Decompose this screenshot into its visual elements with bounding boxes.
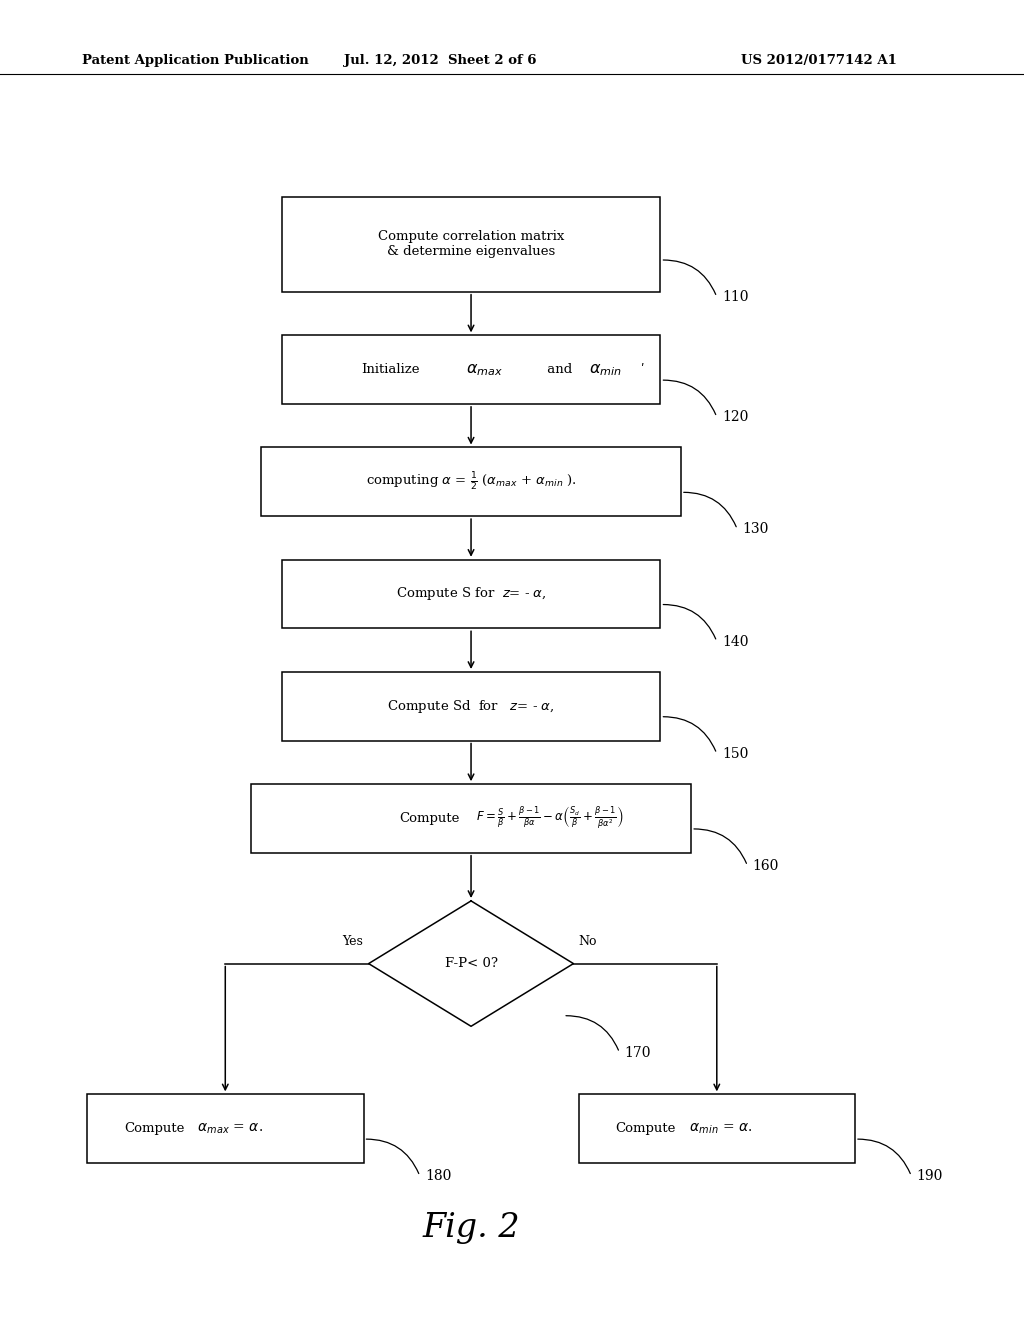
Text: 170: 170 bbox=[625, 1045, 651, 1060]
Text: $\alpha_{max}$ = $\alpha$.: $\alpha_{max}$ = $\alpha$. bbox=[189, 1122, 263, 1135]
Text: ʹ: ʹ bbox=[640, 363, 643, 376]
Text: Compute: Compute bbox=[124, 1122, 184, 1135]
Text: US 2012/0177142 A1: US 2012/0177142 A1 bbox=[741, 54, 897, 67]
Text: No: No bbox=[579, 935, 597, 948]
Text: Fig. 2: Fig. 2 bbox=[422, 1212, 520, 1243]
Text: 140: 140 bbox=[722, 635, 749, 648]
Text: 180: 180 bbox=[425, 1170, 452, 1183]
Text: $\alpha_{max}$: $\alpha_{max}$ bbox=[466, 362, 503, 378]
Text: $F = \frac{S}{\beta} + \frac{\beta-1}{\beta\alpha} - \alpha\left(\frac{S_d}{\bet: $F = \frac{S}{\beta} + \frac{\beta-1}{\b… bbox=[476, 805, 624, 832]
Text: Compute Sd  for   $\mathit{z}$= - $\alpha$,: Compute Sd for $\mathit{z}$= - $\alpha$, bbox=[387, 698, 555, 714]
Text: 120: 120 bbox=[722, 411, 749, 424]
Text: Compute correlation matrix
& determine eigenvalues: Compute correlation matrix & determine e… bbox=[378, 230, 564, 259]
Bar bbox=[282, 335, 660, 404]
Bar bbox=[282, 560, 660, 628]
Text: Yes: Yes bbox=[343, 935, 364, 948]
Text: F-P< 0?: F-P< 0? bbox=[444, 957, 498, 970]
Text: Compute S for  $\mathit{z}$= - $\alpha$,: Compute S for $\mathit{z}$= - $\alpha$, bbox=[395, 586, 547, 602]
Text: computing $\alpha$ = $\frac{1}{2}$ ($\alpha_{max}$ + $\alpha_{min}$ ).: computing $\alpha$ = $\frac{1}{2}$ ($\al… bbox=[366, 471, 577, 492]
Bar bbox=[87, 1094, 364, 1163]
Text: $\alpha_{min}$ = $\alpha$.: $\alpha_{min}$ = $\alpha$. bbox=[681, 1122, 753, 1135]
Text: Jul. 12, 2012  Sheet 2 of 6: Jul. 12, 2012 Sheet 2 of 6 bbox=[344, 54, 537, 67]
Text: 190: 190 bbox=[916, 1170, 943, 1183]
Text: 150: 150 bbox=[722, 747, 749, 760]
Bar bbox=[261, 447, 681, 516]
Text: Patent Application Publication: Patent Application Publication bbox=[82, 54, 308, 67]
Bar bbox=[282, 672, 660, 741]
Bar bbox=[251, 784, 691, 853]
Bar bbox=[282, 197, 660, 292]
Text: $\alpha_{min}$: $\alpha_{min}$ bbox=[589, 362, 622, 378]
Text: 160: 160 bbox=[753, 859, 779, 873]
Text: Compute: Compute bbox=[615, 1122, 676, 1135]
Text: Compute: Compute bbox=[399, 812, 460, 825]
Text: Initialize: Initialize bbox=[361, 363, 420, 376]
Text: 110: 110 bbox=[722, 290, 749, 304]
Text: 130: 130 bbox=[742, 523, 769, 536]
Bar bbox=[579, 1094, 855, 1163]
Text: and: and bbox=[543, 363, 577, 376]
